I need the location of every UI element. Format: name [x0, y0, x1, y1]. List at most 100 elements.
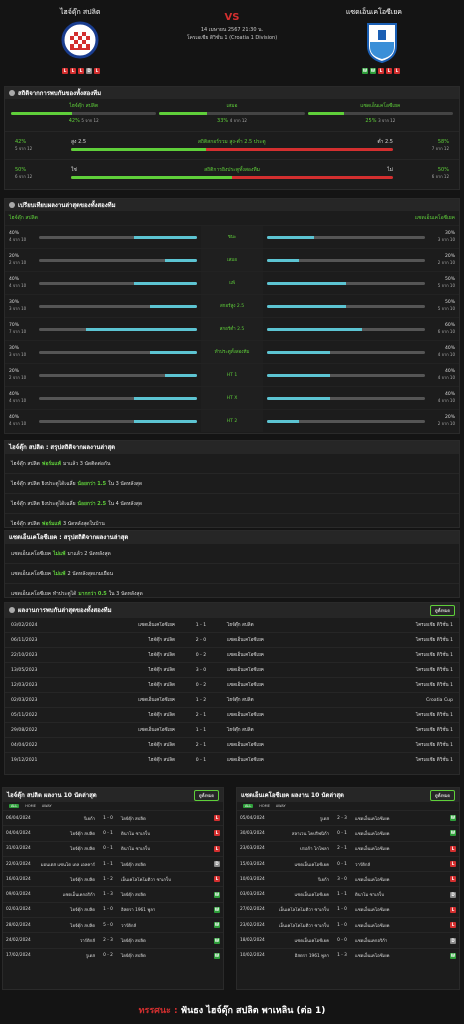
- left-bar: [39, 373, 197, 377]
- h2h-row[interactable]: 05/11/2022 ไฮจ์ดุ๊ก สปลิต 2 - 1 แซดเอ็นเคโอ…: [5, 707, 459, 722]
- result-row[interactable]: 06/04/2024 รีเยก้า 1 - 0 ไฮจ์ดุ๊ก สปลิต L: [3, 810, 223, 825]
- h2h-row[interactable]: 22/10/2023 ไฮจ์ดุ๊ก สปลิต 0 - 2 แซดเอ็นเคโอ…: [5, 647, 459, 662]
- compare-right: 20% 2 จาก 10: [429, 415, 455, 427]
- h2h-row[interactable]: 12/03/2023 ไฮจ์ดุ๊ก สปลิต 0 - 2 แซดเอ็นเคโอ…: [5, 677, 459, 692]
- h2h-comp: โครเอเชีย ดิวิชั่น 1: [415, 622, 453, 628]
- h2h-row[interactable]: 02/03/2023 แซดเอ็นเคโอซีเยค 1 - 2 ไฮจ์ดุ๊ก …: [5, 692, 459, 707]
- result-row[interactable]: 30/03/2024 สลาเวน โคปริฟนิก้า 0 - 1 แซดเอ็น…: [237, 825, 459, 840]
- tab-away[interactable]: AWAY: [275, 804, 286, 808]
- result-home: ไฮจ์ดุ๊ก สปลิต: [70, 831, 95, 837]
- result-row[interactable]: 27/02/2024 เอ็นเคโลโคโมติวา ซาเกร็บ 1 - 0 แ…: [237, 901, 459, 917]
- summary-line: แซดเอ็นเคโอซีเยค ไม่แพ้ มาแล้ว 2 นัดหลังสุ…: [5, 543, 459, 563]
- section-header: สถิติจากการพบกันของทั้งสองทีม: [5, 87, 459, 99]
- view-all-button[interactable]: ดูทั้งหมด: [429, 789, 455, 801]
- summary-highlight: น้อยกว่า 2.5: [77, 500, 107, 507]
- tab-away[interactable]: AWAY: [41, 804, 52, 808]
- right-pct: 20%: [444, 254, 455, 259]
- section-header: ผลงานการพบกันล่าสุดของทั้งสองทีม ดูทั้งหม…: [5, 603, 459, 617]
- tab-home[interactable]: HOME: [259, 804, 270, 808]
- result-score: 0 - 2: [103, 953, 113, 959]
- left-sub: 4 จาก 10: [9, 421, 27, 426]
- result-score: 2 - 3: [103, 938, 113, 944]
- compare-row: 20% 2 จาก 10 เสมอ 20% 2 จาก 10: [5, 248, 459, 271]
- result-row[interactable]: 23/02/2024 เอ็นเคโลโคโมติวา ซาเกร็บ 1 - 0 แ…: [237, 917, 459, 932]
- result-row[interactable]: 28/02/2024 ไฮจ์ดุ๊ก สปลิต 5 - 0 วาร์ดิกส์ W: [3, 917, 223, 932]
- h2h-row[interactable]: 13/05/2023 ไฮจ์ดุ๊ก สปลิต 3 - 0 แซดเอ็นเคโอ…: [5, 662, 459, 677]
- h2h-home: ไฮจ์ดุ๊ก สปลิต: [148, 742, 175, 748]
- result-row[interactable]: 17/02/2024 รูเดส 0 - 2 ไฮจ์ดุ๊ก สปลิต W: [3, 947, 223, 963]
- result-score: 3 - 0: [337, 876, 347, 882]
- summary-rest: 2 นัดหลังสุดเกมเยือน: [67, 570, 114, 577]
- tab-all[interactable]: ALL: [9, 804, 20, 808]
- right-pct: 30%: [444, 231, 455, 236]
- compare-row: 40% 4 จาก 10 ชนะ 30% 3 จาก 10: [5, 225, 459, 248]
- h2h-score: 0 - 2: [195, 652, 207, 658]
- result-away: ดินาโม ซาเกร็บ: [121, 847, 151, 853]
- away-form: W W L L L: [362, 68, 400, 74]
- result-date: 09/03/2024: [6, 892, 31, 898]
- h2h-home: ไฮจ์ดุ๊ก สปลิต: [148, 712, 175, 718]
- result-row[interactable]: 23/03/2024 ปรอก้า โกโพลา 2 - 1 แซดเอ็นเคโอซ…: [237, 840, 459, 856]
- ou-title: สถิติสกอร์รวม สูง-ต่ำ 2.5 ประตู: [197, 139, 266, 145]
- result-badge: W: [450, 830, 456, 837]
- right-bar-fill: [267, 235, 315, 239]
- h2h-home: ไฮจ์ดุ๊ก สปลิต: [148, 667, 175, 673]
- result-row[interactable]: 05/04/2024 รูเดส 2 - 3 แซดเอ็นเคโอซีเยค W: [237, 810, 459, 825]
- result-home: รูเดส: [85, 954, 95, 960]
- right-pct: 60%: [444, 323, 455, 328]
- result-row[interactable]: 16/03/2024 ไฮจ์ดุ๊ก สปลิต 1 - 2 เอ็นเคโลโคโ…: [3, 871, 223, 886]
- h2h-result-cols: ไฮจ์ดุ๊ก สปลิต 42% 5 จาก 12 เสมอ 33% 4 จาก…: [5, 99, 459, 127]
- result-score: 0 - 1: [103, 846, 113, 852]
- summary-rest: ใน 4 นัดหลังสุด: [108, 500, 143, 507]
- h2h-row[interactable]: 19/12/2021 ไฮจ์ดุ๊ก สปลิต 0 - 1 แซดเอ็นเคโอ…: [5, 752, 459, 767]
- result-row[interactable]: 10/02/2024 อิสตรา 1961 พูลา 1 - 3 แซดเอ็นเค…: [237, 947, 459, 963]
- result-row[interactable]: 31/03/2024 ไฮจ์ดุ๊ก สปลิต 0 - 1 ดินาโม ซาเก…: [3, 840, 223, 856]
- result-row[interactable]: 18/02/2024 แซดเอ็นเคโอซีเยค 0 - 0 แซดเอ็นเค…: [237, 932, 459, 947]
- tab-all[interactable]: ALL: [243, 804, 254, 808]
- view-all-button[interactable]: ดูทั้งหมด: [429, 604, 455, 616]
- h2h-row[interactable]: 03/02/2024 แซดเอ็นเคโอซีเยค 1 - 1 ไฮจ์ดุ๊ก …: [5, 617, 459, 632]
- result-row[interactable]: 10/03/2024 รีเยก้า 3 - 0 แซดเอ็นเคโอซีเยค L: [237, 871, 459, 886]
- summary-line: ไฮจ์ดุ๊ก สปลิต ฟอร์มแพ้ มาแล้ว 3 นัดติดต่อ…: [5, 453, 459, 473]
- result-home: ไฮจ์ดุ๊ก สปลิต: [70, 908, 95, 914]
- summary-highlight: ไม่แพ้: [53, 550, 66, 557]
- hajduk-logo: [61, 21, 99, 59]
- result-row[interactable]: 24/02/2024 วาร์ดิกส์ 2 - 3 ไฮจ์ดุ๊ก สปลิต W: [3, 932, 223, 947]
- right-bar-fill: [267, 258, 299, 262]
- compare-row: 70% 7 จาก 10 สกอร์ต่ำ 2.5 60% 6 จาก 10: [5, 317, 459, 340]
- result-row[interactable]: 02/03/2024 ไฮจ์ดุ๊ก สปลิต 1 - 0 อิสตรา 1961…: [3, 901, 223, 917]
- h2h-row[interactable]: 29/08/2022 แซดเอ็นเคโอซีเยค 1 - 1 ไฮจ์ดุ๊ก …: [5, 722, 459, 737]
- view-all-button[interactable]: ดูทั้งหมด: [193, 789, 219, 801]
- h2h-comp: โครเอเชีย ดิวิชั่น 1: [415, 757, 453, 763]
- h2h-row[interactable]: 06/11/2023 ไฮจ์ดุ๊ก สปลิต 2 - 0 แซดเอ็นเคโอ…: [5, 632, 459, 647]
- tab-home[interactable]: HOME: [25, 804, 36, 808]
- result-row[interactable]: 03/03/2024 แซดเอ็นเคโอซีเยค 1 - 1 ดินาโม ซา…: [237, 886, 459, 901]
- result-row[interactable]: 15/03/2024 แซดเอ็นเคโอซีเยค 0 - 1 วาร์ดิกส์…: [237, 855, 459, 871]
- right-bar-fill: [267, 350, 331, 354]
- compare-left: 20% 2 จาก 10: [9, 369, 35, 381]
- h2h-away: แซดเอ็นเคโอซีเยค: [227, 667, 264, 673]
- col-sub: 3 จาก 12: [378, 118, 396, 123]
- result-badge: W: [214, 952, 220, 959]
- result-badge: W: [214, 906, 220, 913]
- h2h-home: ไฮจ์ดุ๊ก สปลิต: [148, 637, 175, 643]
- result-row[interactable]: 09/03/2024 แซดเอ็นเคกอริก้า 1 - 3 ไฮจ์ดุ๊ก …: [3, 886, 223, 901]
- result-row[interactable]: 22/03/2024 มอนเตส แซนโต เดล เอลคาร์ 1 - 1 ไ…: [3, 855, 223, 871]
- col-label: ไฮจ์ดุ๊ก สปลิต: [69, 103, 99, 109]
- result-date: 28/02/2024: [6, 922, 31, 928]
- left-bar-fill: [133, 419, 197, 423]
- h2h-comp: โครเอเชีย ดิวิชั่น 1: [415, 742, 453, 748]
- result-score: 2 - 3: [337, 815, 347, 821]
- h2h-row[interactable]: 04/04/2022 ไฮจ์ดุ๊ก สปลิต 2 - 1 แซดเอ็นเคโอ…: [5, 737, 459, 752]
- result-home: ไฮจ์ดุ๊ก สปลิต: [70, 877, 95, 883]
- bts-row: 50% 6 จาก 12 ใช่ สถิติการยิงประตูทั้งสองที…: [5, 159, 459, 187]
- result-score: 0 - 0: [337, 938, 347, 944]
- result-home: ปรอก้า โกโพลา: [299, 847, 329, 853]
- form-badge: L: [386, 68, 392, 74]
- result-date: 17/02/2024: [6, 953, 31, 959]
- result-date: 22/03/2024: [6, 861, 31, 867]
- compare-left: 20% 2 จาก 10: [9, 254, 35, 266]
- section-title: แซดเอ็นเคโอซีเยค : สรุปสถิติจากผลงานล่าส…: [9, 534, 129, 541]
- result-row[interactable]: 04/04/2024 ไฮจ์ดุ๊ก สปลิต 0 - 1 ดินาโม ซาเก…: [3, 825, 223, 840]
- section-header: ไฮจ์ดุ๊ก สปลิต : สรุปสถิติจากผลงานล่าสุด: [5, 441, 459, 453]
